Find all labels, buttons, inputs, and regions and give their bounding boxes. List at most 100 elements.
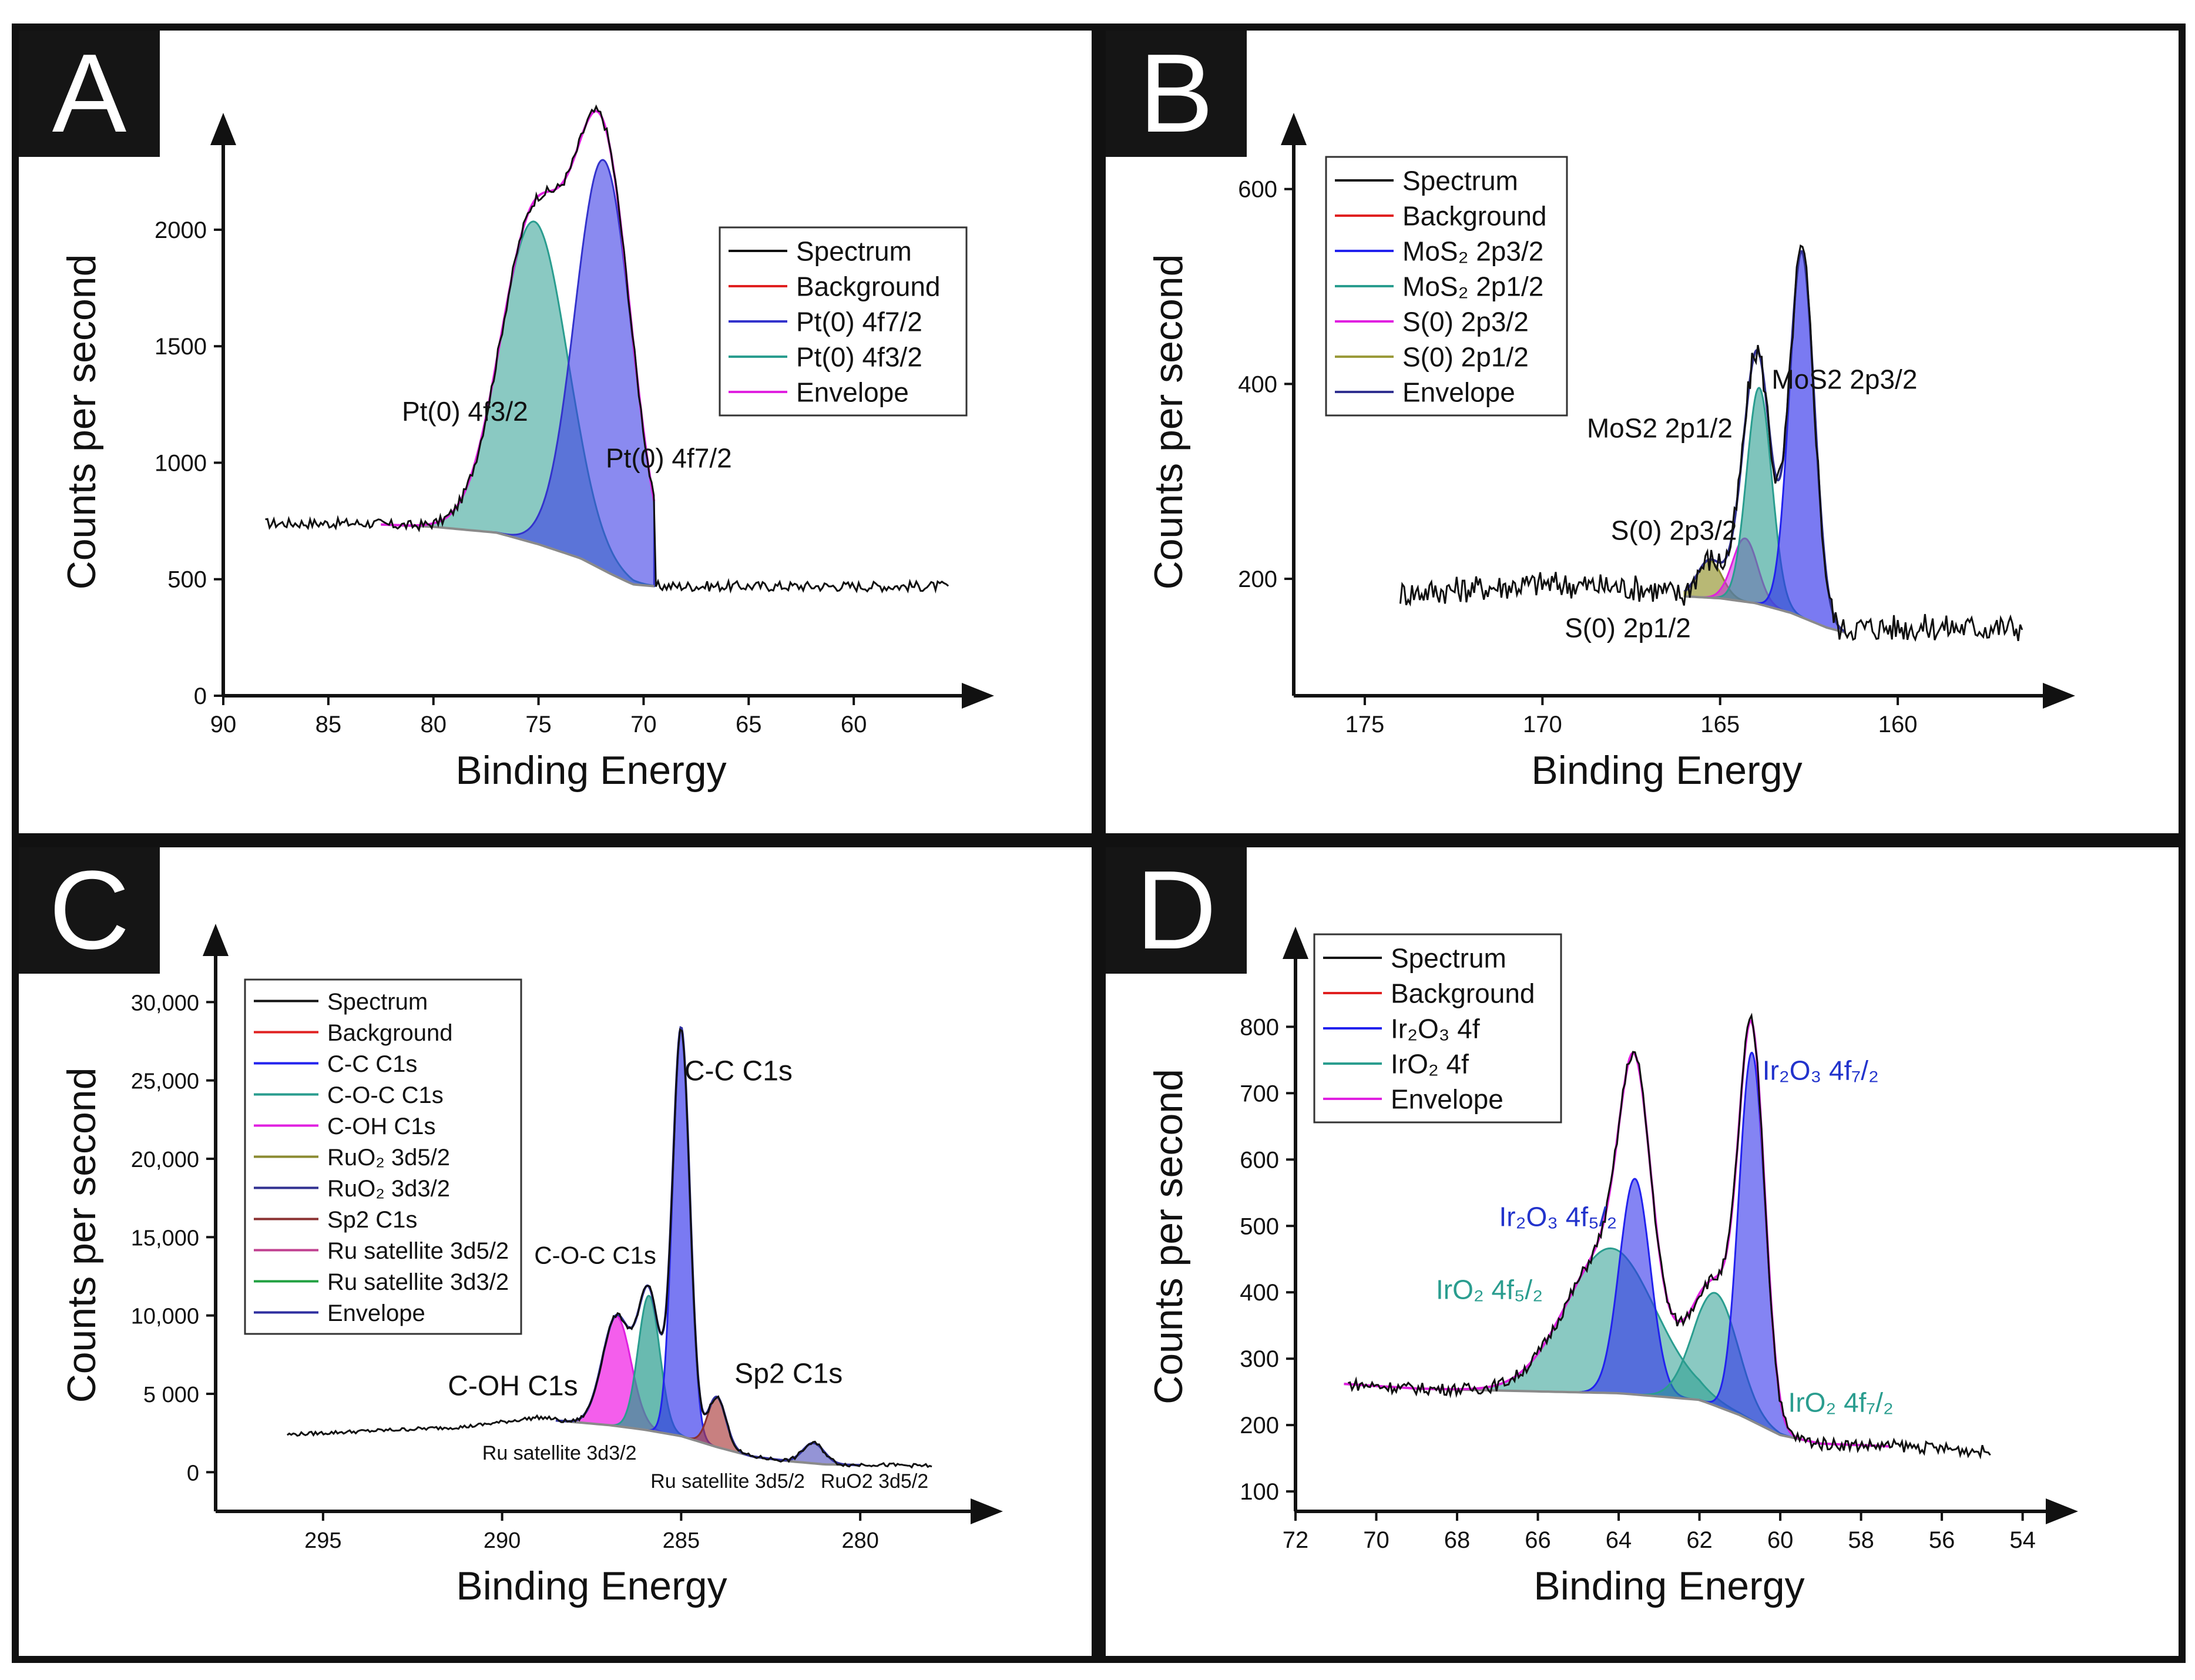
x-tick-label-b-3: 160 [1878,712,1918,737]
y-axis-label-d: Counts per second [1146,1069,1191,1404]
legend-label-c-ru-satellite-3d5-2: Ru satellite 3d5/2 [327,1238,509,1264]
panel-badge-b: B [1106,31,1247,157]
legend-label-b-mos-2p1-2: MoS₂ 2p1/2 [1402,271,1543,302]
legend-label-c-ruo-3d3-2: RuO₂ 3d3/2 [327,1176,450,1202]
annotation-a-1: Pt(0) 4f7/2 [606,442,732,473]
x-axis-label-d: Binding Energy [1533,1564,1804,1608]
x-axis-arrow-a [962,683,994,709]
background-line-c [555,1419,861,1467]
y-tick-label-c-4: 20,000 [131,1148,199,1172]
panel-badge-c: C [19,847,160,974]
x-tick-label-a-0: 90 [210,712,237,737]
legend-label-c-ruo-3d5-2: RuO₂ 3d5/2 [327,1145,450,1171]
panel-b: 175 170 165 160 200 400 600 Binding Energy Count… [1099,24,2186,840]
legend-label-d-ir-o-4f: Ir₂O₃ 4f [1391,1014,1480,1044]
panel-a: 90 85 80 75 70 65 60 0 500 1000 1500 2000 Binding En… [12,24,1099,840]
annotation-a-0: Pt(0) 4f3/2 [402,396,528,427]
legend-label-b-s-0-2p3-2: S(0) 2p3/2 [1402,307,1529,337]
x-axis-arrow-d [2046,1498,2078,1524]
y-axis-arrow-d [1283,927,1308,959]
x-tick-label-d-9: 54 [2009,1527,2036,1553]
legend-label-a-spectrum: Spectrum [796,236,912,267]
x-tick-label-d-2: 68 [1444,1527,1471,1553]
annotation-b-1: MoS2 2p1/2 [1587,413,1733,444]
annotation-c-5: Ru satellite 3d5/2 [650,1470,805,1493]
legend-label-c-background: Background [327,1020,452,1046]
annotation-d-2: IrO₂ 4f₅/₂ [1436,1275,1543,1305]
annotation-d-0: Ir₂O₃ 4f₇/₂ [1763,1055,1879,1086]
annotation-c-4: Ru satellite 3d3/2 [482,1442,637,1464]
x-tick-label-a-5: 65 [736,712,762,737]
legend-label-c-c-c-c1s: C-C C1s [327,1051,417,1077]
y-tick-label-c-1: 5 000 [143,1383,199,1407]
panel-badge-a: A [19,31,160,157]
y-axis-label-c: Counts per second [59,1068,104,1403]
panel-c: 295 290 285 280 0 5 000 10,000 15,000 20,000 25,0… [12,840,1099,1663]
legend-label-b-envelope: Envelope [1402,377,1515,408]
y-tick-label-d-0: 100 [1240,1479,1279,1505]
annotation-c-2: C-OH C1s [448,1371,578,1402]
panel-d: 72 70 68 66 64 62 60 58 56 54 100 200 300 400 500 600 70… [1099,840,2186,1663]
annotation-b-0: MoS2 2p3/2 [1771,364,1917,395]
chart-b: 175 170 165 160 200 400 600 Binding Energy Count… [1146,113,2075,793]
x-tick-label-d-7: 58 [1848,1527,1874,1553]
y-tick-label-a-1: 500 [167,567,207,593]
x-tick-label-a-1: 85 [316,712,342,737]
y-tick-label-a-3: 1500 [155,334,207,360]
legend-label-d-iro-4f: IrO₂ 4f [1391,1049,1469,1079]
x-tick-label-d-4: 64 [1606,1527,1632,1553]
x-tick-label-c-1: 290 [484,1528,521,1553]
y-tick-label-b-2: 600 [1238,177,1277,203]
x-tick-label-d-3: 66 [1525,1527,1551,1553]
x-tick-label-a-3: 75 [525,712,552,737]
legend-label-b-s-0-2p1-2: S(0) 2p1/2 [1402,342,1529,373]
legend-label-d-envelope: Envelope [1391,1084,1503,1115]
x-axis-label-a: Binding Energy [455,748,726,793]
y-tick-label-d-3: 400 [1240,1280,1279,1306]
annotation-c-6: RuO2 3d5/2 [821,1470,928,1493]
x-tick-label-b-1: 170 [1523,712,1562,737]
y-tick-label-d-7: 800 [1240,1014,1279,1040]
background-line-b [1684,595,1845,634]
legend-label-c-spectrum: Spectrum [327,989,428,1015]
x-tick-label-d-5: 62 [1686,1527,1713,1553]
y-axis-label-a: Counts per second [59,254,104,590]
y-tick-label-b-1: 400 [1238,371,1277,397]
y-tick-label-c-2: 10,000 [131,1305,199,1329]
y-tick-label-c-3: 15,000 [131,1226,199,1250]
spectrum-line-b [1399,244,2023,642]
x-axis-arrow-c [971,1498,1003,1524]
y-tick-label-a-4: 2000 [155,217,207,243]
x-axis-label-c: Binding Energy [456,1564,727,1608]
legend-label-c-envelope: Envelope [327,1300,425,1326]
annotation-c-1: C-O-C C1s [534,1242,656,1269]
x-tick-label-a-6: 60 [841,712,867,737]
legend-label-d-spectrum: Spectrum [1391,943,1506,974]
x-tick-label-d-8: 56 [1929,1527,1955,1553]
x-tick-label-c-2: 285 [663,1528,700,1553]
x-tick-label-b-2: 165 [1700,712,1740,737]
panel-badge-d: D [1106,847,1247,974]
spectrum-line-d [1347,1012,1991,1460]
x-tick-label-d-0: 72 [1283,1527,1309,1553]
y-tick-label-d-5: 600 [1240,1147,1279,1173]
legend-label-a-pt-0-4f3-2: Pt(0) 4f3/2 [796,342,922,373]
y-tick-label-d-1: 200 [1240,1413,1279,1438]
legend-label-a-envelope: Envelope [796,377,909,408]
y-tick-label-c-6: 30,000 [131,991,199,1015]
x-axis-label-b: Binding Energy [1531,748,1802,793]
legend-label-c-c-o-c-c1s: C-O-C C1s [327,1082,444,1108]
legend-label-b-spectrum: Spectrum [1402,166,1518,196]
y-tick-label-d-4: 500 [1240,1213,1279,1239]
chart-a: 90 85 80 75 70 65 60 0 500 1000 1500 2000 Binding En… [59,104,994,793]
spectrum-line-c [286,1028,932,1469]
chart-c: 295 290 285 280 0 5 000 10,000 15,000 20,000 25,0… [59,924,1003,1608]
x-axis-arrow-b [2043,683,2075,709]
y-tick-label-d-2: 300 [1240,1346,1279,1372]
y-tick-label-b-0: 200 [1238,566,1277,592]
spectrum-line-a [265,104,949,594]
y-axis-label-b: Counts per second [1146,254,1191,590]
y-axis-arrow-b [1281,113,1307,145]
y-tick-label-c-0: 0 [187,1461,199,1485]
